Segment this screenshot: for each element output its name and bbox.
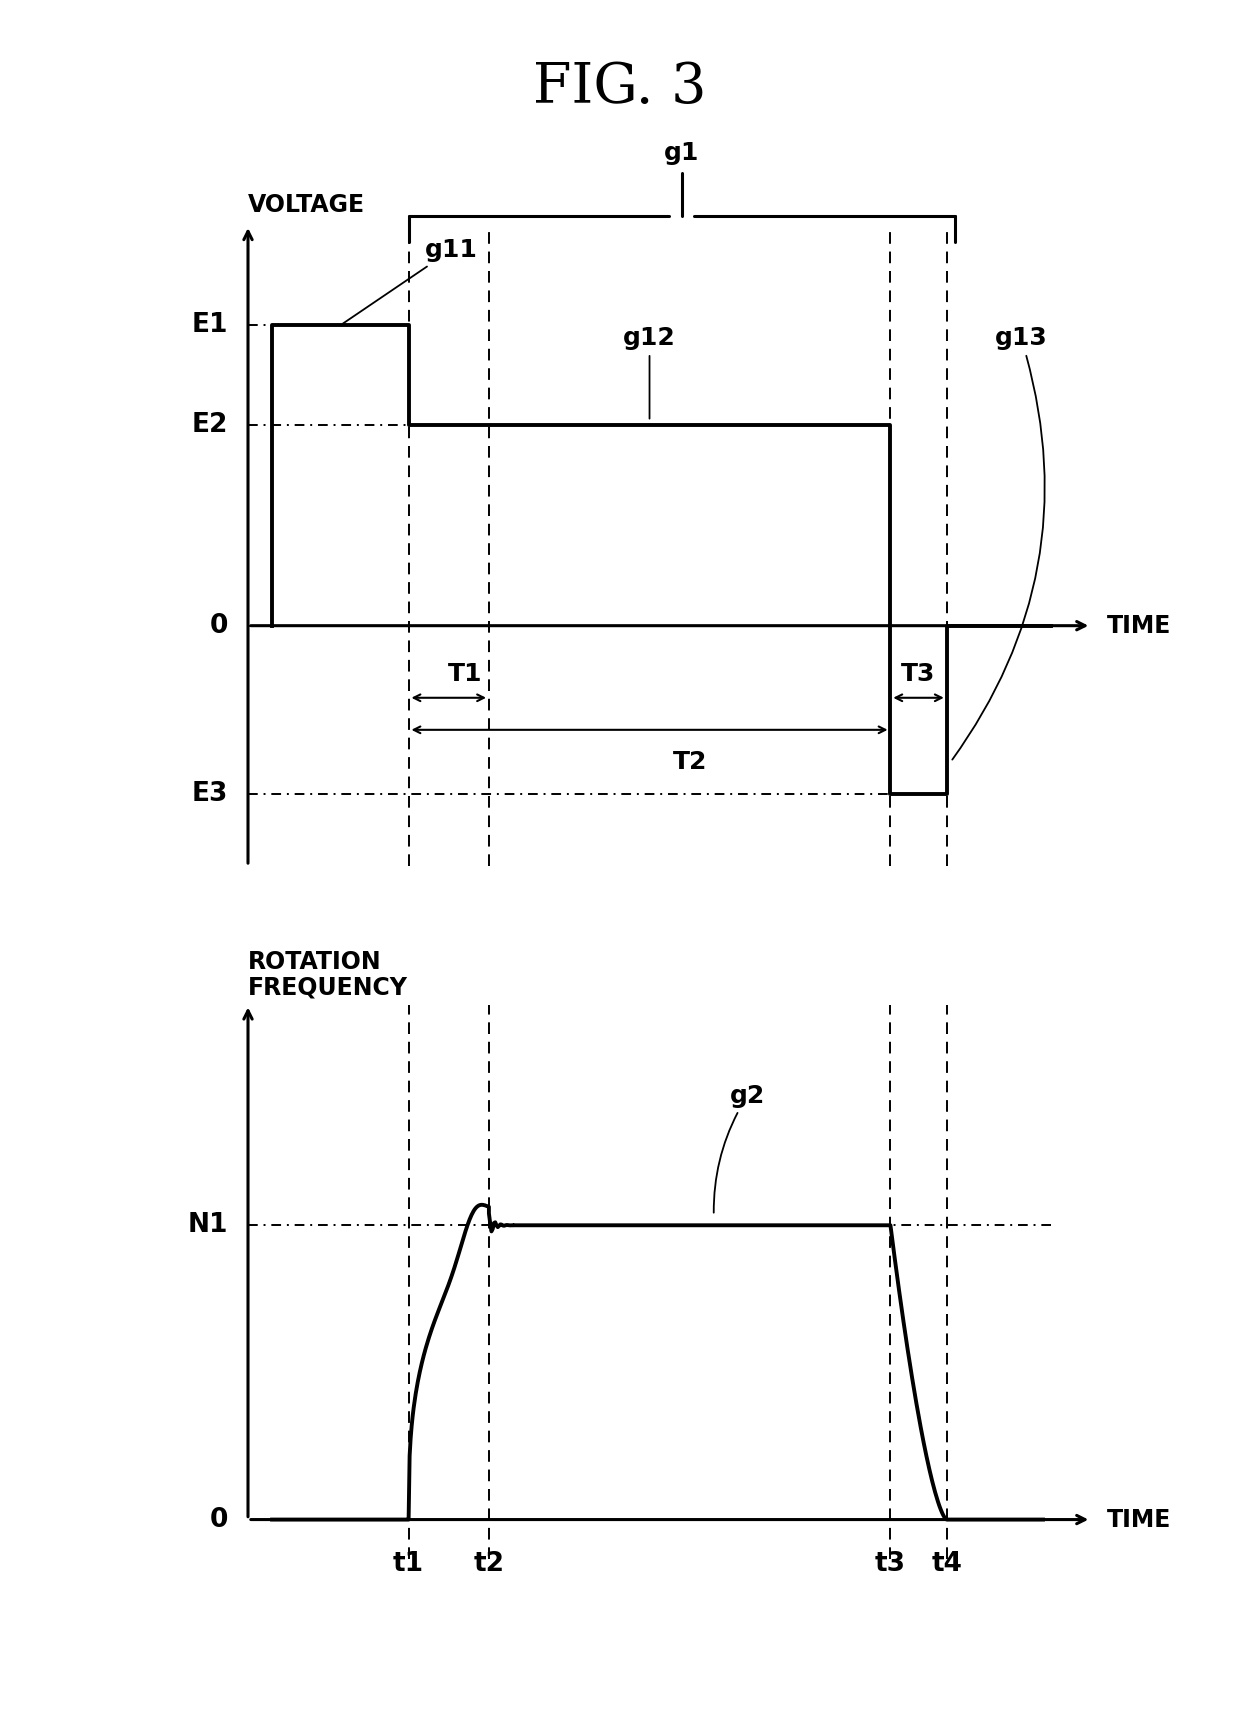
Text: N1: N1 [187, 1212, 228, 1238]
Text: E1: E1 [191, 312, 228, 338]
Text: g12: g12 [624, 326, 676, 419]
Text: t2: t2 [474, 1552, 505, 1578]
Text: ROTATION
FREQUENCY: ROTATION FREQUENCY [248, 949, 408, 999]
Text: g2: g2 [714, 1084, 765, 1212]
Text: t4: t4 [931, 1552, 962, 1578]
Text: 0: 0 [210, 613, 228, 639]
Text: TIME: TIME [1107, 1507, 1172, 1531]
Text: t1: t1 [393, 1552, 424, 1578]
Text: g1: g1 [663, 140, 699, 165]
Text: g11: g11 [342, 239, 477, 324]
Text: T1: T1 [448, 662, 482, 686]
Text: VOLTAGE: VOLTAGE [248, 194, 365, 216]
Text: 0: 0 [210, 1507, 228, 1533]
Text: T2: T2 [672, 750, 707, 774]
Text: E3: E3 [191, 781, 228, 807]
Text: t3: t3 [875, 1552, 906, 1578]
Text: FIG. 3: FIG. 3 [533, 61, 707, 116]
Text: E2: E2 [191, 412, 228, 438]
Text: TIME: TIME [1107, 613, 1172, 637]
Text: T3: T3 [901, 662, 936, 686]
Text: g13: g13 [952, 326, 1048, 760]
